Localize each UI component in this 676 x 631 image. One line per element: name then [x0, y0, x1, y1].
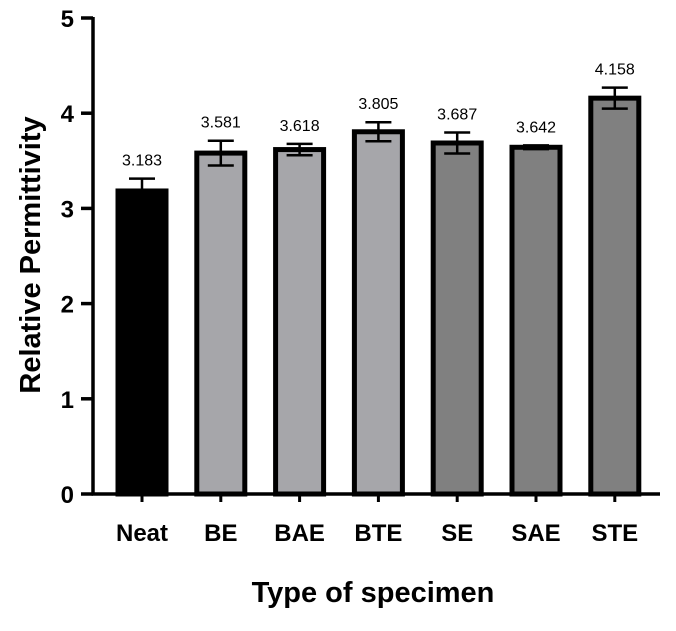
y-tick-label-5: 5 — [61, 6, 74, 33]
x-tick-label-bae: BAE — [274, 520, 325, 547]
bar-neat — [115, 188, 169, 497]
x-tick-label-se: SE — [441, 520, 473, 547]
x-tick-label-bte: BTE — [354, 520, 402, 547]
error-bar-sae — [523, 144, 549, 151]
bar-be — [194, 150, 248, 497]
x-tick-label-neat: Neat — [116, 520, 168, 547]
y-tick-label-2: 2 — [61, 292, 74, 319]
x-tick-label-be: BE — [204, 520, 237, 547]
bar-se — [430, 140, 484, 497]
y-tick-label-4: 4 — [61, 101, 75, 128]
bar-sae — [509, 144, 563, 497]
bar-ste — [588, 95, 642, 497]
error-bars-layer — [129, 86, 628, 205]
data-label-se: 3.687 — [437, 107, 477, 124]
data-label-bae: 3.618 — [280, 118, 320, 135]
x-tick-label-sae: SAE — [511, 520, 560, 547]
data-label-neat: 3.183 — [122, 153, 162, 170]
axes-layer: Neat BE BAE BTE SE SAE STE 0 1 2 3 4 5 — [61, 6, 660, 547]
data-label-bte: 3.805 — [358, 96, 398, 113]
y-tick-label-3: 3 — [61, 196, 74, 223]
error-bar-be — [207, 139, 234, 167]
error-bar-bae — [286, 142, 313, 157]
data-labels-layer: 3.183 3.581 3.618 3.805 3.687 3.642 4.158 — [122, 62, 635, 170]
data-label-ste: 4.158 — [595, 62, 635, 79]
y-axis-title: Relative Permittivity — [15, 116, 47, 393]
data-label-be: 3.581 — [201, 115, 241, 132]
error-bar-bte — [365, 120, 392, 143]
data-label-sae: 3.642 — [516, 119, 556, 136]
y-tick-label-0: 0 — [61, 482, 74, 509]
x-axis-title: Type of specimen — [252, 577, 495, 609]
bar-bae — [273, 147, 327, 497]
bar-bte — [351, 129, 405, 497]
y-tick-label-1: 1 — [61, 387, 74, 414]
error-bar-neat — [129, 177, 155, 205]
error-bar-ste — [601, 86, 628, 110]
bars-layer — [115, 95, 642, 497]
x-tick-label-ste: STE — [591, 520, 638, 547]
error-bar-se — [444, 131, 471, 155]
